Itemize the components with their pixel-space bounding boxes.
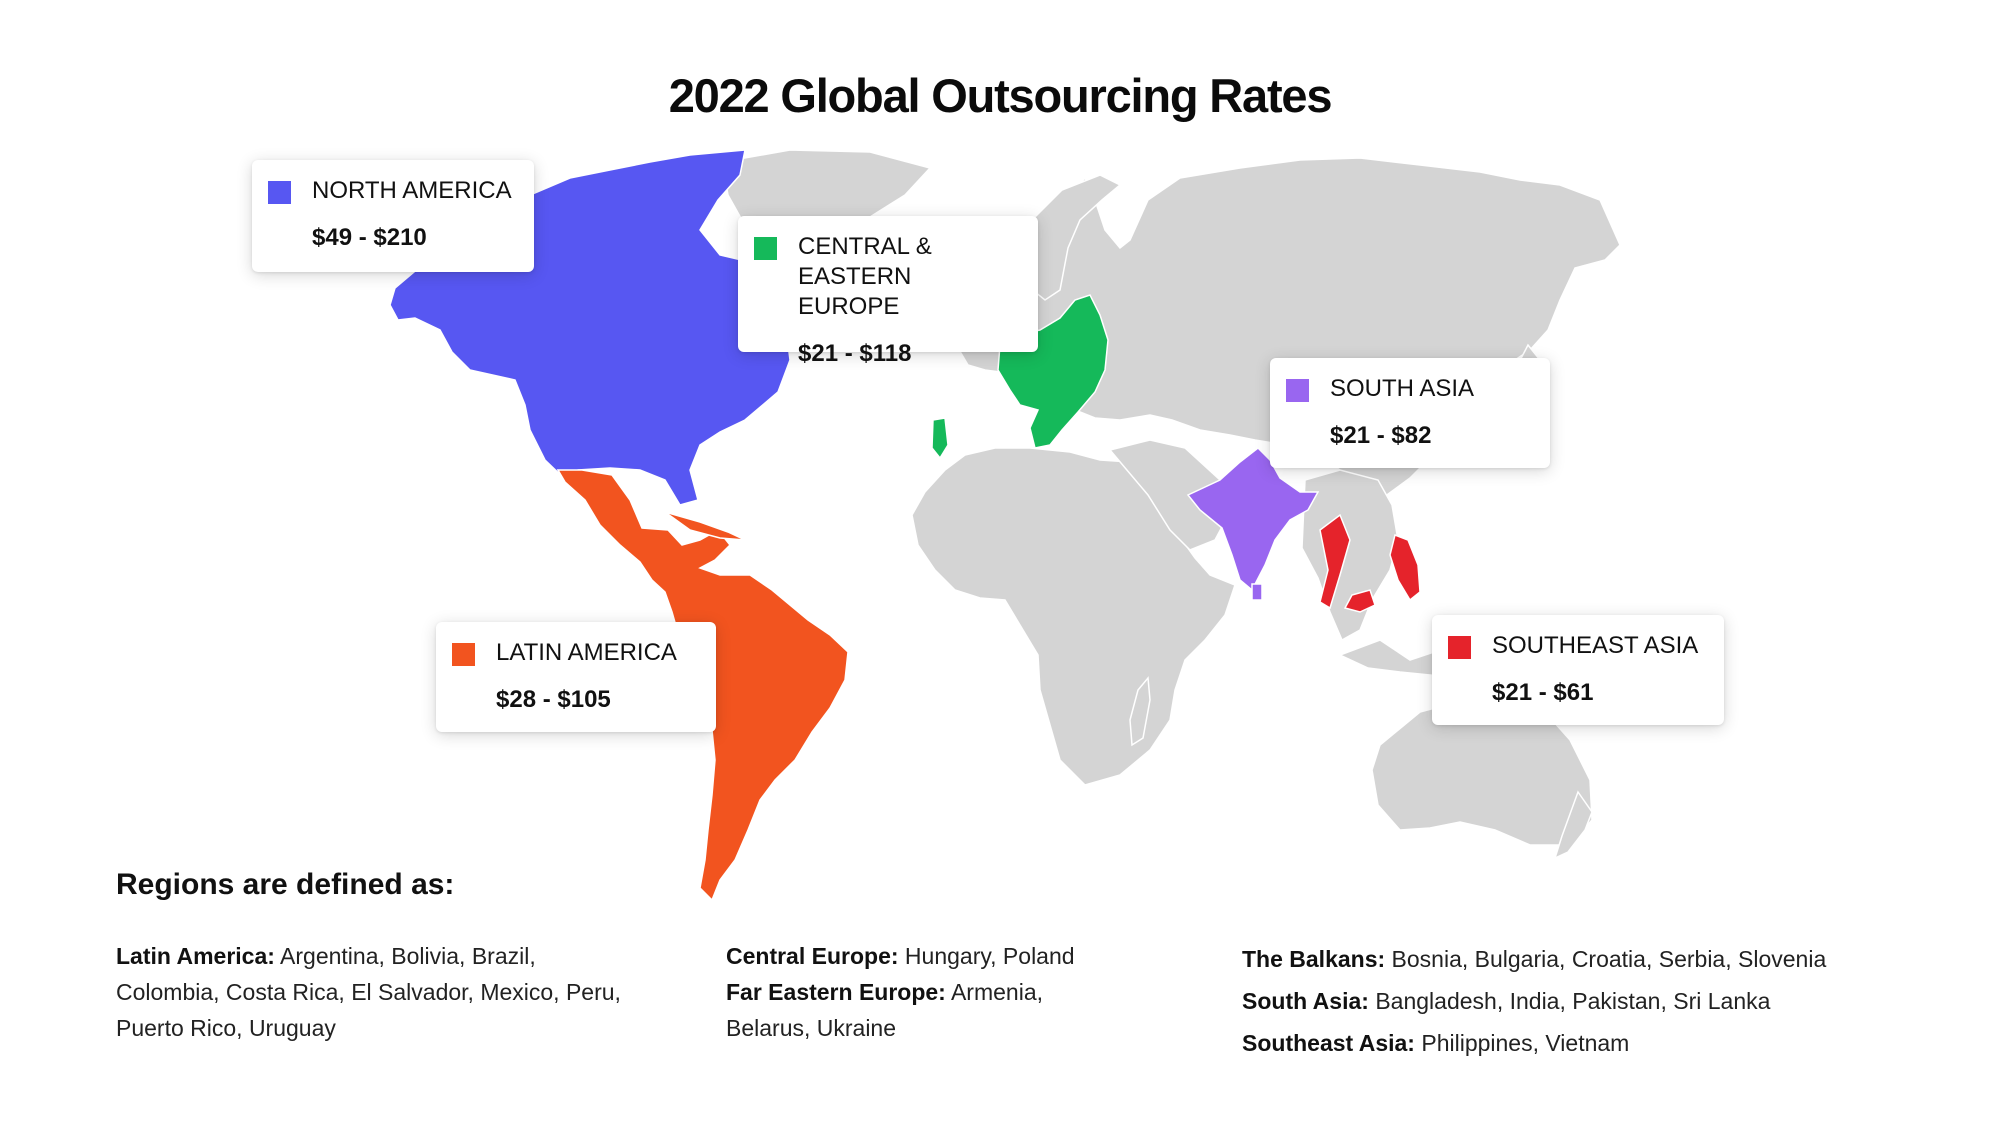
definition-south-asia-countries: Bangladesh, India, Pakistan, Sri Lanka bbox=[1375, 988, 1771, 1014]
definition-balkans-label: The Balkans: bbox=[1242, 946, 1386, 972]
card-southeast-asia-name: SOUTHEAST ASIA bbox=[1492, 632, 1699, 659]
card-latin-america-name: LATIN AMERICA bbox=[496, 639, 677, 666]
definition-southeast-asia-label: Southeast Asia: bbox=[1242, 1030, 1415, 1056]
map-title: 2022 Global Outsourcing Rates bbox=[668, 69, 1333, 122]
region-vietnam bbox=[1319, 513, 1351, 610]
north-america-swatch bbox=[268, 181, 291, 204]
card-latin-america: LATIN AMERICA $28 - $105 bbox=[436, 622, 716, 732]
definition-south-asia: South Asia: Bangladesh, India, Pakistan,… bbox=[1242, 980, 1962, 1022]
southeast-asia-swatch bbox=[1448, 636, 1471, 659]
europe-swatch bbox=[754, 237, 777, 260]
definitions-column-1: Latin America: Argentina, Bolivia, Brazi… bbox=[116, 938, 636, 1046]
definition-central-europe-label: Central Europe: bbox=[726, 943, 899, 969]
definitions-column-3: The Balkans: Bosnia, Bulgaria, Croatia, … bbox=[1242, 938, 1962, 1064]
card-north-america-rate: $49 - $210 bbox=[312, 224, 427, 251]
definition-southeast-asia: Southeast Asia: Philippines, Vietnam bbox=[1242, 1022, 1962, 1064]
card-europe-rate: $21 - $118 bbox=[798, 340, 912, 367]
card-southeast-asia: SOUTHEAST ASIA $21 - $61 bbox=[1432, 615, 1724, 725]
definition-far-eastern-europe-countries: Armenia, Belarus, Ukraine bbox=[726, 979, 1044, 1041]
definition-far-eastern-europe: Far Eastern Europe: Armenia, Belarus, Uk… bbox=[726, 974, 1126, 1046]
region-malaysia bbox=[1343, 589, 1376, 613]
card-south-asia-name: SOUTH ASIA bbox=[1330, 375, 1475, 402]
definition-southeast-asia-countries: Philippines, Vietnam bbox=[1421, 1030, 1630, 1056]
card-latin-america-rate: $28 - $105 bbox=[496, 686, 611, 713]
region-portugal bbox=[931, 417, 949, 460]
south-asia-swatch bbox=[1286, 379, 1309, 402]
region-caribbean bbox=[664, 511, 746, 541]
definition-central-europe: Central Europe: Hungary, Poland bbox=[726, 938, 1126, 974]
region-philippines bbox=[1389, 533, 1421, 602]
card-north-america-name: NORTH AMERICA bbox=[312, 177, 512, 204]
region-south-asia bbox=[1186, 447, 1320, 592]
card-southeast-asia-rate: $21 - $61 bbox=[1492, 679, 1594, 706]
definitions-column-2: Central Europe: Hungary, Poland Far East… bbox=[726, 938, 1126, 1046]
definition-balkans: The Balkans: Bosnia, Bulgaria, Croatia, … bbox=[1242, 938, 1962, 980]
latin-america-swatch bbox=[452, 643, 475, 666]
card-north-america: NORTH AMERICA $49 - $210 bbox=[252, 160, 534, 272]
card-south-asia: SOUTH ASIA $21 - $82 bbox=[1270, 358, 1550, 468]
land-africa bbox=[911, 447, 1236, 786]
definition-balkans-countries: Bosnia, Bulgaria, Croatia, Serbia, Slove… bbox=[1391, 946, 1827, 972]
definition-south-asia-label: South Asia: bbox=[1242, 988, 1369, 1014]
card-europe: CENTRAL & EASTERN EUROPE $21 - $118 bbox=[738, 216, 1038, 367]
card-europe-name: CENTRAL & EASTERN EUROPE bbox=[798, 233, 932, 320]
land-new-zealand bbox=[1553, 790, 1593, 860]
definition-central-europe-countries: Hungary, Poland bbox=[904, 943, 1075, 969]
definition-latin-america: Latin America: Argentina, Bolivia, Brazi… bbox=[116, 938, 636, 1046]
definition-far-eastern-europe-label: Far Eastern Europe: bbox=[726, 979, 946, 1005]
definition-latin-america-countries: Argentina, Bolivia, Brazil, Colombia, Co… bbox=[116, 943, 621, 1041]
land-madagascar bbox=[1129, 676, 1151, 747]
region-sri-lanka bbox=[1251, 583, 1263, 601]
card-south-asia-rate: $21 - $82 bbox=[1330, 422, 1432, 449]
definitions-heading: Regions are defined as: bbox=[116, 868, 455, 901]
definition-latin-america-label: Latin America: bbox=[116, 943, 275, 969]
